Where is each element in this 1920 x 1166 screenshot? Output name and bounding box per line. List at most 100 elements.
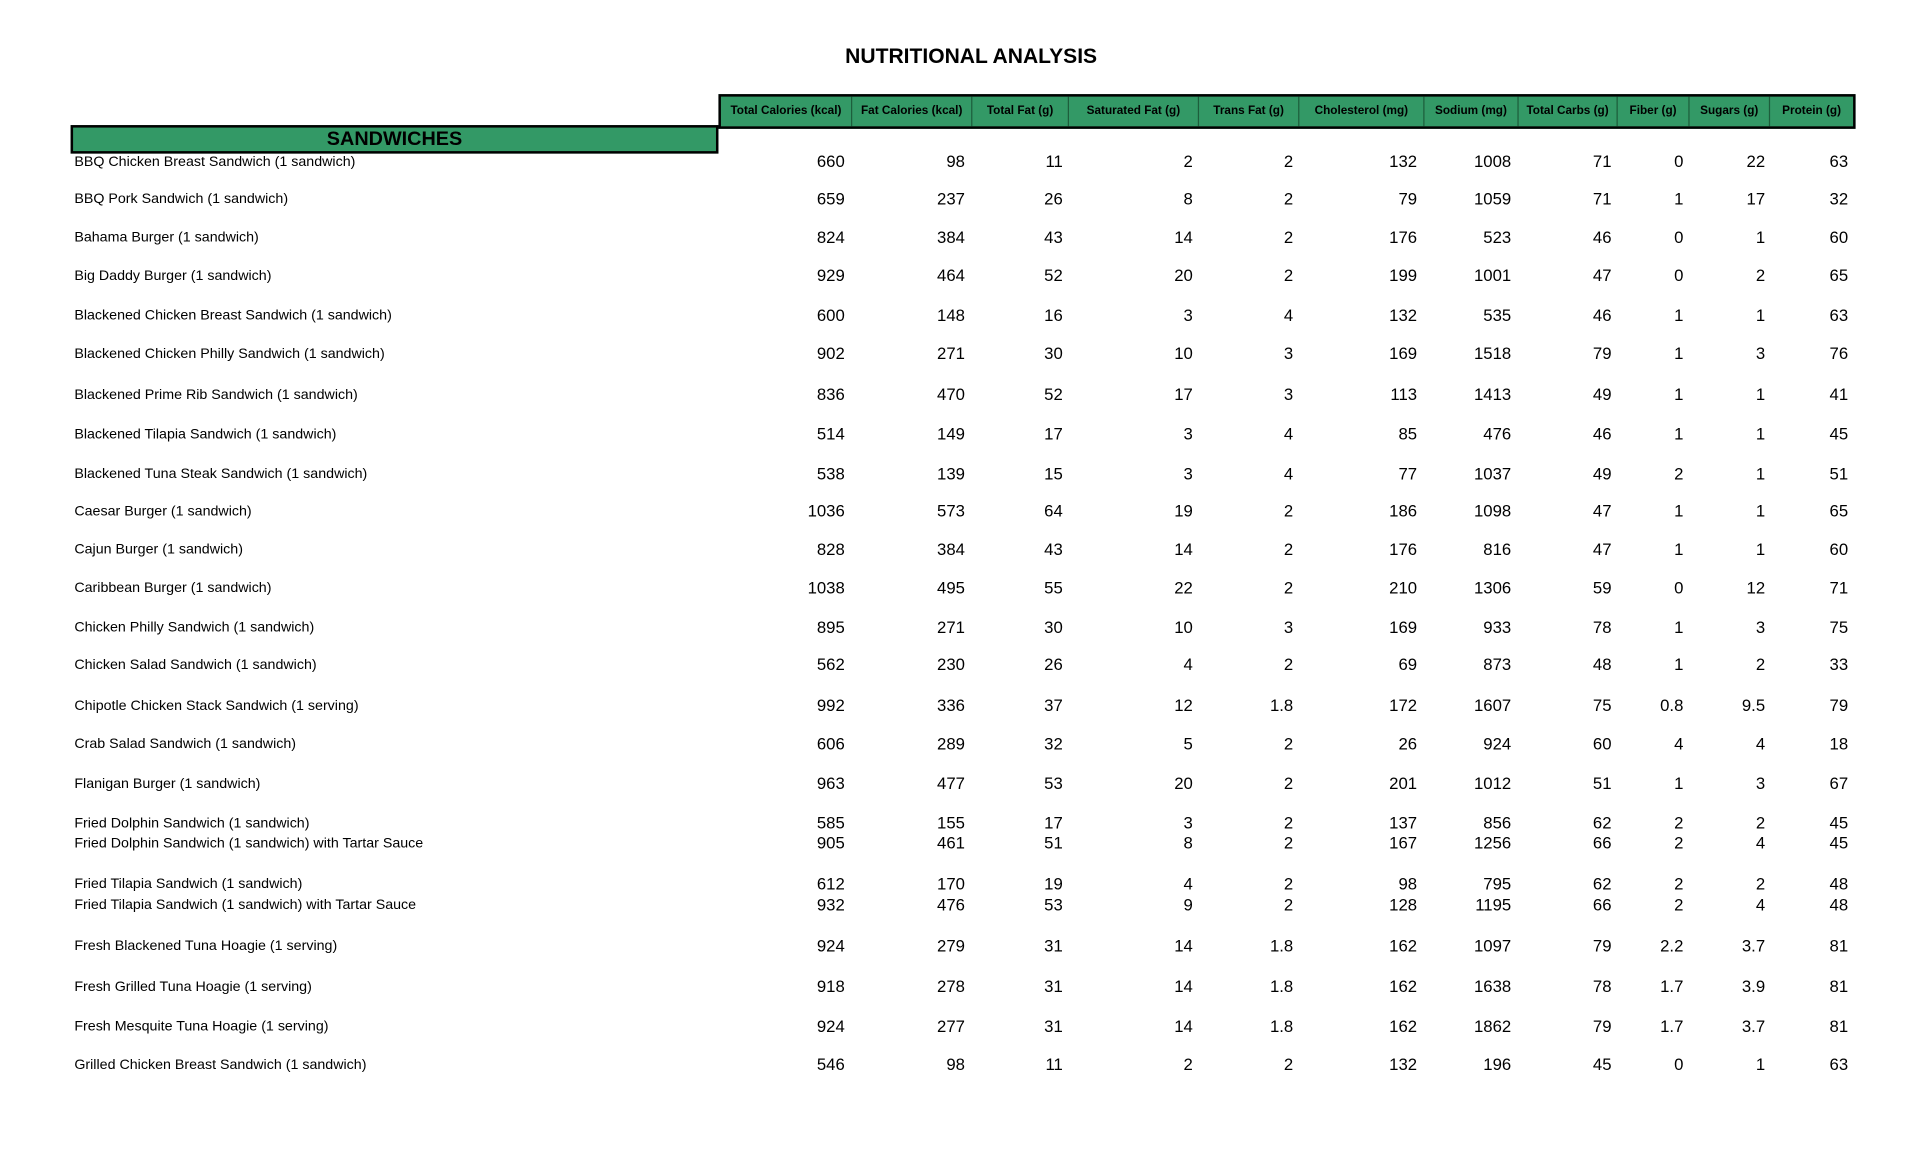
cell-value: 17 — [1174, 385, 1193, 404]
cell-value: 43 — [1044, 227, 1063, 247]
cell-value: 929 — [816, 266, 845, 285]
cell-value: 279 — [937, 936, 965, 956]
cell-value: 128 — [1389, 895, 1418, 915]
cell-value: 65 — [1829, 266, 1849, 285]
cell-value: 0 — [1674, 578, 1684, 598]
cell-value: 3 — [1755, 618, 1766, 637]
column-header-row: Total Calories (kcal) Fat Calories (kcal)… — [718, 94, 1856, 129]
item-name: Fresh Blackened Tuna Hoagie (1 serving) — [74, 938, 338, 954]
table-row: BBQ Pork Sandwich (1 sandwich) 659 237 26 8 2… — [0, 190, 1920, 210]
cell-value: 18 — [1829, 734, 1849, 754]
cell-value: 199 — [1389, 266, 1418, 285]
cell-value: 585 — [816, 813, 845, 833]
cell-value: 51 — [1829, 464, 1849, 484]
cell-value: 924 — [1483, 734, 1512, 754]
cell-value: 1 — [1674, 501, 1684, 521]
cell-value: 606 — [816, 734, 845, 754]
cell-value: 45 — [1829, 833, 1849, 853]
cell-value: 573 — [937, 501, 965, 521]
cell-value: 2 — [1674, 833, 1684, 853]
cell-value: 162 — [1389, 977, 1418, 996]
cell-value: 2 — [1283, 152, 1294, 171]
column-header: Cholesterol (mg) — [1299, 96, 1425, 127]
cell-value: 9.5 — [1741, 696, 1766, 715]
table-row: Cajun Burger (1 sandwich) 828 384 43 14 2 176 8… — [0, 540, 1920, 560]
item-name: Cajun Burger (1 sandwich) — [74, 542, 243, 558]
item-name: Flanigan Burger (1 sandwich) — [74, 776, 261, 792]
cell-value: 196 — [1483, 1055, 1512, 1074]
cell-value: 22 — [1174, 578, 1193, 598]
cell-value: 132 — [1389, 305, 1418, 325]
cell-value: 1 — [1674, 385, 1684, 404]
cell-value: 2 — [1674, 895, 1684, 915]
table-row: Big Daddy Burger (1 sandwich) 929 464 52 20 2… — [0, 266, 1920, 286]
table-row: Blackened Prime Rib Sandwich (1 sandwich… — [0, 385, 1920, 405]
cell-value: 514 — [816, 424, 845, 444]
cell-value: 464 — [937, 266, 965, 285]
cell-value: 3 — [1183, 813, 1193, 833]
cell-value: 45 — [1592, 1055, 1612, 1074]
cell-value: 52 — [1044, 385, 1063, 404]
cell-value: 77 — [1398, 464, 1418, 484]
column-header: Fiber (g) — [1618, 96, 1690, 127]
cell-value: 3 — [1283, 618, 1294, 637]
cell-value: 113 — [1390, 385, 1418, 404]
cell-value: 2 — [1283, 189, 1294, 209]
cell-value: 384 — [937, 540, 965, 559]
cell-value: 660 — [816, 152, 845, 171]
cell-value: 76 — [1829, 344, 1849, 363]
item-name: Blackened Tuna Steak Sandwich (1 sandwic… — [74, 466, 368, 482]
table-row: Caribbean Burger (1 sandwich) 1038 495 55 22… — [0, 578, 1920, 598]
cell-value: 4 — [1283, 424, 1294, 444]
cell-value: 816 — [1483, 540, 1512, 559]
table-row: Caesar Burger (1 sandwich) 1036 573 64 19 2 18… — [0, 502, 1920, 522]
cell-value: 2 — [1283, 774, 1294, 793]
cell-value: 45 — [1829, 424, 1849, 444]
cell-value: 1607 — [1473, 696, 1512, 715]
cell-value: 52 — [1044, 266, 1063, 285]
cell-value: 828 — [816, 540, 845, 559]
cell-value: 237 — [937, 189, 965, 209]
cell-value: 31 — [1044, 977, 1063, 996]
cell-value: 14 — [1174, 540, 1193, 559]
column-header: Saturated Fat (g) — [1069, 96, 1200, 127]
item-name: Bahama Burger (1 sandwich) — [74, 230, 259, 246]
cell-value: 98 — [1398, 874, 1418, 894]
cell-value: 2 — [1283, 501, 1294, 521]
cell-value: 384 — [937, 227, 965, 247]
cell-value: 81 — [1829, 977, 1849, 996]
cell-value: 19 — [1174, 501, 1193, 521]
cell-value: 66 — [1592, 895, 1612, 915]
cell-value: 470 — [937, 385, 965, 404]
column-header: Trans Fat (g) — [1199, 96, 1300, 127]
item-name: Big Daddy Burger (1 sandwich) — [74, 268, 272, 284]
item-name: Blackened Chicken Breast Sandwich (1 san… — [74, 308, 392, 324]
cell-value: 71 — [1829, 578, 1849, 598]
cell-value: 49 — [1592, 464, 1612, 484]
cell-value: 476 — [1483, 424, 1512, 444]
cell-value: 277 — [937, 1016, 965, 1036]
cell-value: 79 — [1829, 696, 1849, 715]
table-row: Fried Tilapia Sandwich (1 sandwich) with… — [0, 896, 1920, 916]
cell-value: 271 — [937, 344, 965, 363]
cell-value: 1 — [1674, 189, 1684, 209]
cell-value: 336 — [937, 696, 965, 715]
cell-value: 19 — [1044, 874, 1063, 894]
cell-value: 41 — [1829, 385, 1849, 404]
cell-value: 535 — [1483, 305, 1512, 325]
cell-value: 47 — [1592, 540, 1612, 559]
cell-value: 2 — [1183, 1055, 1193, 1074]
cell-value: 98 — [946, 152, 965, 171]
item-name: Fried Dolphin Sandwich (1 sandwich) with… — [74, 836, 424, 851]
cell-value: 78 — [1592, 977, 1612, 996]
cell-value: 3 — [1283, 344, 1294, 363]
cell-value: 3.7 — [1741, 936, 1766, 956]
cell-value: 1306 — [1473, 578, 1512, 598]
table-row: Fresh Mesquite Tuna Hoagie (1 serving) 92… — [0, 1017, 1920, 1037]
cell-value: 132 — [1389, 152, 1418, 171]
cell-value: 1862 — [1473, 1016, 1512, 1036]
cell-value: 46 — [1592, 305, 1612, 325]
table-row: Bahama Burger (1 sandwich) 824 384 43 14 2 176… — [0, 228, 1920, 248]
cell-value: 60 — [1592, 734, 1612, 754]
